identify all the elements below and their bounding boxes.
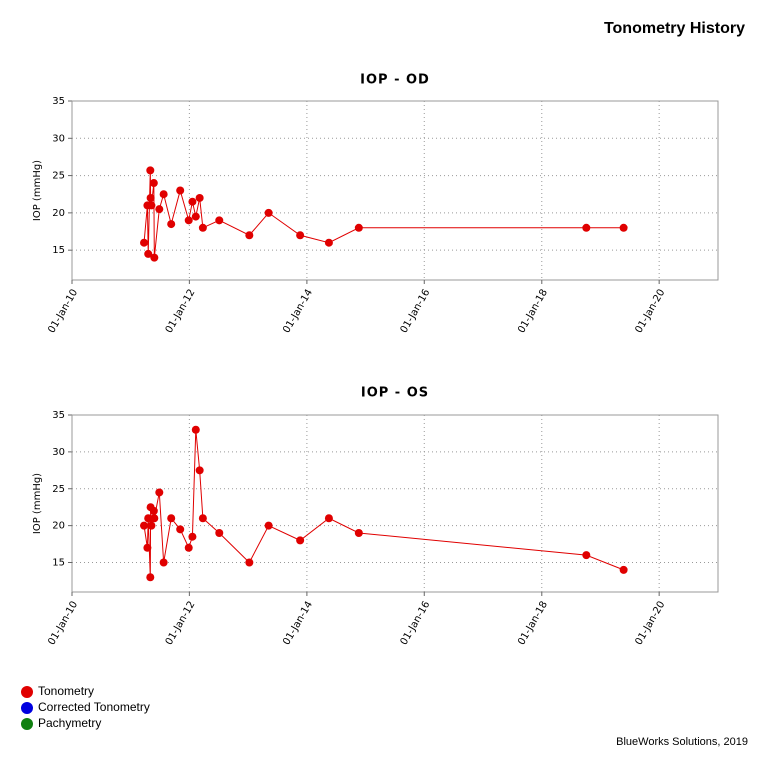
- y-tick-label: 30: [52, 447, 65, 458]
- y-tick-label: 30: [52, 133, 65, 144]
- x-tick-label: 01-Jan-14: [281, 288, 315, 336]
- data-point: [147, 521, 156, 530]
- y-axis-label: IOP (mmHg): [32, 160, 43, 221]
- y-axis-label: IOP (mmHg): [32, 473, 43, 534]
- data-point: [264, 208, 273, 217]
- data-point: [245, 558, 254, 567]
- data-point: [146, 193, 155, 202]
- data-point: [176, 186, 185, 195]
- data-point: [140, 521, 149, 530]
- data-point: [144, 514, 153, 523]
- data-point: [195, 466, 204, 475]
- data-point: [149, 179, 158, 188]
- data-point: [155, 488, 164, 497]
- legend-label: Tonometry: [38, 684, 94, 698]
- x-tick-label: 01-Jan-14: [281, 600, 315, 648]
- y-tick-label: 15: [52, 245, 65, 256]
- x-tick-label: 01-Jan-18: [516, 288, 550, 336]
- data-point: [191, 425, 200, 434]
- page-title: Tonometry History: [604, 20, 745, 37]
- data-point: [155, 205, 164, 214]
- x-tick-label: 01-Jan-16: [399, 288, 433, 336]
- plot-area: [71, 414, 719, 593]
- data-point: [184, 216, 193, 225]
- data-point: [146, 573, 155, 582]
- data-point: [167, 220, 176, 229]
- data-point: [296, 536, 305, 545]
- legend-marker: [21, 702, 33, 714]
- data-point: [188, 532, 197, 541]
- y-tick-label: 25: [52, 484, 65, 495]
- data-point: [147, 201, 156, 210]
- data-point: [191, 212, 200, 221]
- data-point: [324, 514, 333, 523]
- y-tick-label: 20: [52, 208, 65, 219]
- data-point: [149, 506, 158, 515]
- chart-title: IOP - OS: [361, 386, 429, 401]
- footer: BlueWorks Solutions, 2019: [616, 736, 748, 748]
- data-point: [140, 238, 149, 247]
- data-point: [215, 529, 224, 537]
- data-point: [619, 223, 628, 232]
- data-point: [146, 166, 155, 175]
- x-tick-label: 01-Jan-12: [164, 600, 198, 648]
- data-point: [150, 514, 159, 523]
- data-point: [198, 223, 207, 232]
- data-point: [354, 223, 363, 232]
- chart-title: IOP - OD: [360, 73, 430, 88]
- data-point: [176, 525, 185, 534]
- data-point: [198, 514, 207, 523]
- x-tick-label: 01-Jan-20: [634, 600, 668, 648]
- data-point: [184, 543, 193, 552]
- x-tick-label: 01-Jan-16: [399, 600, 433, 648]
- x-tick-label: 01-Jan-20: [634, 288, 668, 336]
- legend-marker: [21, 686, 33, 698]
- y-tick-label: 20: [52, 521, 65, 532]
- data-point: [188, 197, 197, 206]
- x-tick-label: 01-Jan-18: [516, 600, 550, 648]
- x-tick-label: 01-Jan-12: [164, 288, 198, 336]
- data-point: [324, 238, 333, 247]
- data-point: [582, 223, 591, 232]
- x-tick-label: 01-Jan-10: [46, 288, 80, 336]
- data-point: [296, 231, 305, 240]
- data-point: [245, 231, 254, 240]
- data-point: [159, 558, 168, 567]
- data-point: [144, 249, 153, 258]
- data-point: [264, 521, 273, 530]
- legend-marker: [21, 718, 33, 730]
- data-point: [143, 543, 152, 552]
- y-tick-label: 35: [52, 96, 65, 107]
- y-tick-label: 35: [52, 410, 65, 421]
- data-point: [159, 190, 168, 199]
- data-point: [582, 551, 591, 560]
- x-tick-label: 01-Jan-10: [46, 600, 80, 648]
- legend-label: Corrected Tonometry: [38, 700, 150, 714]
- data-point: [215, 216, 224, 225]
- data-point: [619, 565, 628, 574]
- data-point: [167, 514, 176, 523]
- plot-area: [71, 100, 719, 281]
- data-point: [195, 193, 204, 202]
- y-tick-label: 25: [52, 171, 65, 182]
- data-point: [150, 253, 159, 262]
- y-tick-label: 15: [52, 558, 65, 569]
- data-point: [354, 529, 363, 537]
- legend-label: Pachymetry: [38, 716, 101, 730]
